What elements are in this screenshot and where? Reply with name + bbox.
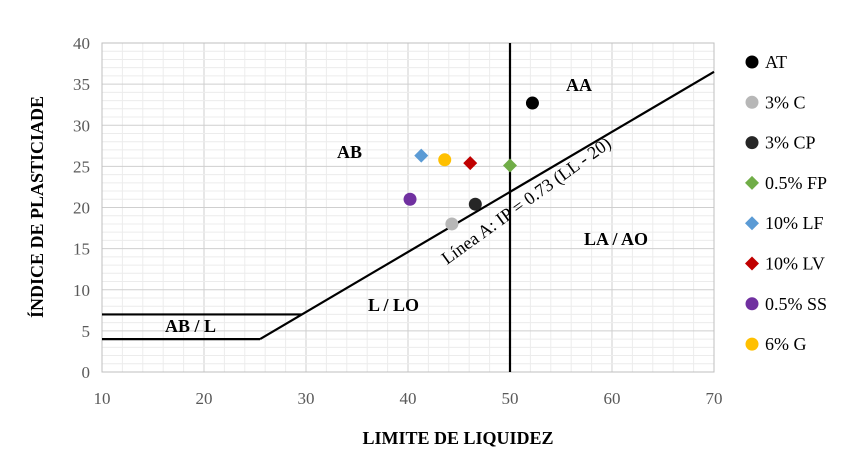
- y-tick-label: 0: [82, 363, 91, 382]
- x-tick-label: 40: [400, 389, 417, 408]
- data-points: [403, 96, 539, 231]
- legend-marker: [745, 337, 759, 351]
- data-point: [503, 158, 517, 173]
- a-line: [259, 70, 715, 341]
- y-tick-label: 30: [73, 116, 90, 135]
- y-tick-label: 20: [73, 199, 90, 218]
- plot-border: [101, 42, 715, 373]
- region-label-la-ao: LA / AO: [584, 229, 648, 249]
- data-point: [414, 148, 429, 163]
- plot-area: [101, 42, 715, 373]
- legend-label: 6% G: [765, 334, 807, 354]
- data-point: [403, 192, 417, 206]
- data-point: [438, 153, 452, 167]
- legend-label: 0.5% SS: [765, 294, 827, 314]
- legend-marker: [745, 297, 759, 311]
- grid-lines: [101, 42, 715, 373]
- region-label-ab: AB: [337, 142, 362, 162]
- legend-label: 10% LV: [765, 254, 825, 274]
- legend-marker: [745, 136, 759, 150]
- y-tick-label: 35: [73, 75, 90, 94]
- x-tick-label: 10: [94, 389, 111, 408]
- legend-label: 0.5% FP: [765, 173, 827, 193]
- y-tick-label: 15: [73, 240, 90, 259]
- legend-marker: [745, 216, 759, 231]
- data-point: [525, 96, 539, 110]
- region-label-l-lo: L / LO: [368, 295, 419, 315]
- data-point: [445, 217, 459, 231]
- legend-label: 3% CP: [765, 133, 816, 153]
- x-axis-ticks: 10 20 30 40 50 60 70: [94, 389, 723, 408]
- x-tick-label: 70: [706, 389, 723, 408]
- legend-marker: [745, 95, 759, 109]
- region-label-aa: AA: [566, 75, 592, 95]
- legend-marker: [745, 256, 759, 271]
- classification-lines: [102, 43, 715, 372]
- y-axis-ticks: 0 5 10 15 20 25 30 35 40: [73, 34, 90, 382]
- x-tick-label: 60: [604, 389, 621, 408]
- y-tick-label: 40: [73, 34, 90, 53]
- y-tick-label: 10: [73, 281, 90, 300]
- region-label-ab-l: AB / L: [165, 316, 216, 336]
- legend-label: AT: [765, 52, 787, 72]
- data-point: [468, 197, 482, 211]
- x-axis-title: LIMITE DE LIQUIDEZ: [362, 428, 553, 448]
- y-axis-title: ÍNDICE DE PLASTICIADE: [26, 96, 47, 318]
- y-tick-label: 5: [82, 322, 91, 341]
- data-point: [463, 156, 478, 171]
- legend-label: 10% LF: [765, 213, 824, 233]
- legend-marker: [745, 55, 759, 69]
- legend-marker: [745, 175, 759, 190]
- x-tick-label: 20: [196, 389, 213, 408]
- y-tick-label: 25: [73, 157, 90, 176]
- legend-label: 3% C: [765, 92, 806, 112]
- legend: AT 3% C 3% CP 0.5% FP 10% LF 10% LV 0.5% SS 6% …: [745, 52, 827, 354]
- x-tick-label: 30: [298, 389, 315, 408]
- x-tick-label: 50: [502, 389, 519, 408]
